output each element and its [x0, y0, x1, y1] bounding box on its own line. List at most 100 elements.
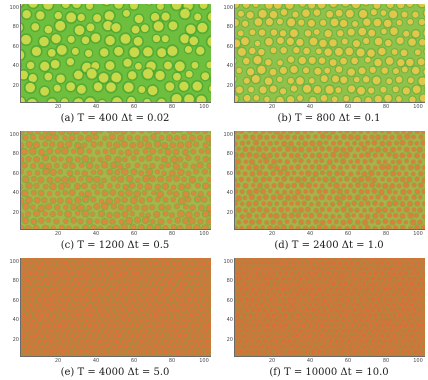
pattern-spot [21, 34, 31, 45]
pattern-spot [242, 261, 246, 265]
pattern-spot [90, 196, 96, 202]
pattern-spot [58, 344, 62, 348]
pattern-spot [377, 266, 381, 271]
pattern-spot [371, 266, 375, 270]
pattern-spot [352, 164, 356, 169]
pattern-spot [380, 10, 387, 16]
pattern-spot [30, 204, 35, 210]
pattern-spot [295, 164, 301, 170]
pattern-spot [299, 171, 304, 176]
pattern-spot [271, 147, 276, 152]
pattern-spot [362, 183, 368, 188]
pattern-spot [105, 61, 115, 71]
pattern-spot [371, 297, 376, 302]
pattern-spot [114, 142, 120, 148]
pattern-spot [258, 159, 262, 164]
pattern-spot [353, 287, 357, 291]
pattern-spot [407, 77, 414, 84]
pattern-spot [398, 292, 402, 296]
pattern-spot [149, 204, 155, 210]
pattern-spot [329, 308, 334, 312]
pattern-spot [205, 276, 209, 281]
pattern-spot [361, 313, 366, 318]
pattern-spot [401, 66, 408, 73]
pattern-spot [135, 270, 141, 276]
pattern-spot [123, 82, 134, 93]
pattern-ring [210, 277, 211, 281]
pattern-spot [210, 226, 211, 229]
pattern-spot [72, 349, 77, 354]
pattern-spot [169, 276, 174, 281]
pattern-spot [103, 308, 107, 312]
pattern-spot [278, 302, 282, 307]
pattern-spot [372, 201, 378, 206]
pattern-spot [358, 176, 364, 182]
pattern-spot [199, 4, 208, 9]
pattern-spot [54, 308, 59, 312]
pattern-spot [281, 224, 287, 229]
pattern-spot [250, 308, 255, 313]
pattern-spot [153, 343, 158, 349]
pattern-spot [103, 258, 107, 261]
pattern-spot [410, 302, 414, 307]
pattern-spot [243, 208, 248, 213]
pattern-spot [329, 298, 333, 302]
pattern-spot [91, 266, 95, 270]
pattern-spot [342, 4, 349, 7]
x-tick-label: 60 [344, 104, 352, 110]
pattern-spot [299, 267, 303, 271]
pattern-spot [240, 201, 244, 206]
pattern-spot [295, 213, 301, 218]
pattern-spot [109, 276, 114, 281]
pattern-spot [290, 313, 295, 317]
pattern-spot [157, 48, 167, 58]
pattern-spot [245, 287, 249, 291]
pattern-spot [85, 190, 92, 197]
pattern-spot [202, 344, 206, 349]
pattern-spot [118, 282, 122, 286]
pattern-spot [196, 334, 200, 338]
pattern-spot [362, 302, 366, 307]
pattern-spot [274, 140, 279, 145]
pattern-spot [305, 298, 309, 302]
pattern-spot [400, 153, 405, 158]
pattern-spot [41, 197, 47, 203]
pattern-spot [305, 207, 311, 212]
pattern-spot [413, 266, 417, 270]
pattern-spot [236, 170, 241, 175]
pattern-spot [184, 261, 188, 266]
pattern-spot [344, 292, 348, 296]
pattern-spot [111, 203, 117, 209]
pattern-spot [163, 266, 167, 271]
pattern-spot [383, 171, 389, 176]
pattern-spot [368, 170, 375, 176]
pattern-spot [144, 328, 149, 333]
pattern-spot [196, 292, 200, 297]
pattern-spot [133, 287, 137, 291]
pattern-spot [126, 217, 133, 224]
pattern-spot [246, 140, 251, 145]
x-tick-label: 40 [92, 358, 100, 364]
pattern-spot [76, 355, 80, 356]
pattern-spot [242, 4, 250, 8]
pattern-spot [298, 219, 304, 225]
pattern-spot [364, 56, 371, 63]
pattern-spot [170, 156, 177, 163]
pattern-spot [251, 183, 255, 188]
pattern-spot [36, 258, 41, 260]
pattern-spot [126, 276, 131, 281]
pattern-spot [163, 307, 167, 312]
pattern-spot [49, 131, 56, 135]
pattern-spot [21, 258, 23, 261]
pattern-spot [347, 308, 351, 312]
pattern-spot [310, 177, 315, 182]
pattern-spot [47, 49, 56, 57]
pattern-spot [278, 271, 283, 276]
pattern-spot [159, 135, 164, 141]
pattern-spot [350, 313, 354, 317]
pattern-spot [352, 297, 357, 302]
pattern-spot [207, 36, 211, 47]
pattern-spot [179, 81, 189, 91]
pattern-spot [380, 282, 384, 286]
pattern-spot [31, 329, 35, 333]
